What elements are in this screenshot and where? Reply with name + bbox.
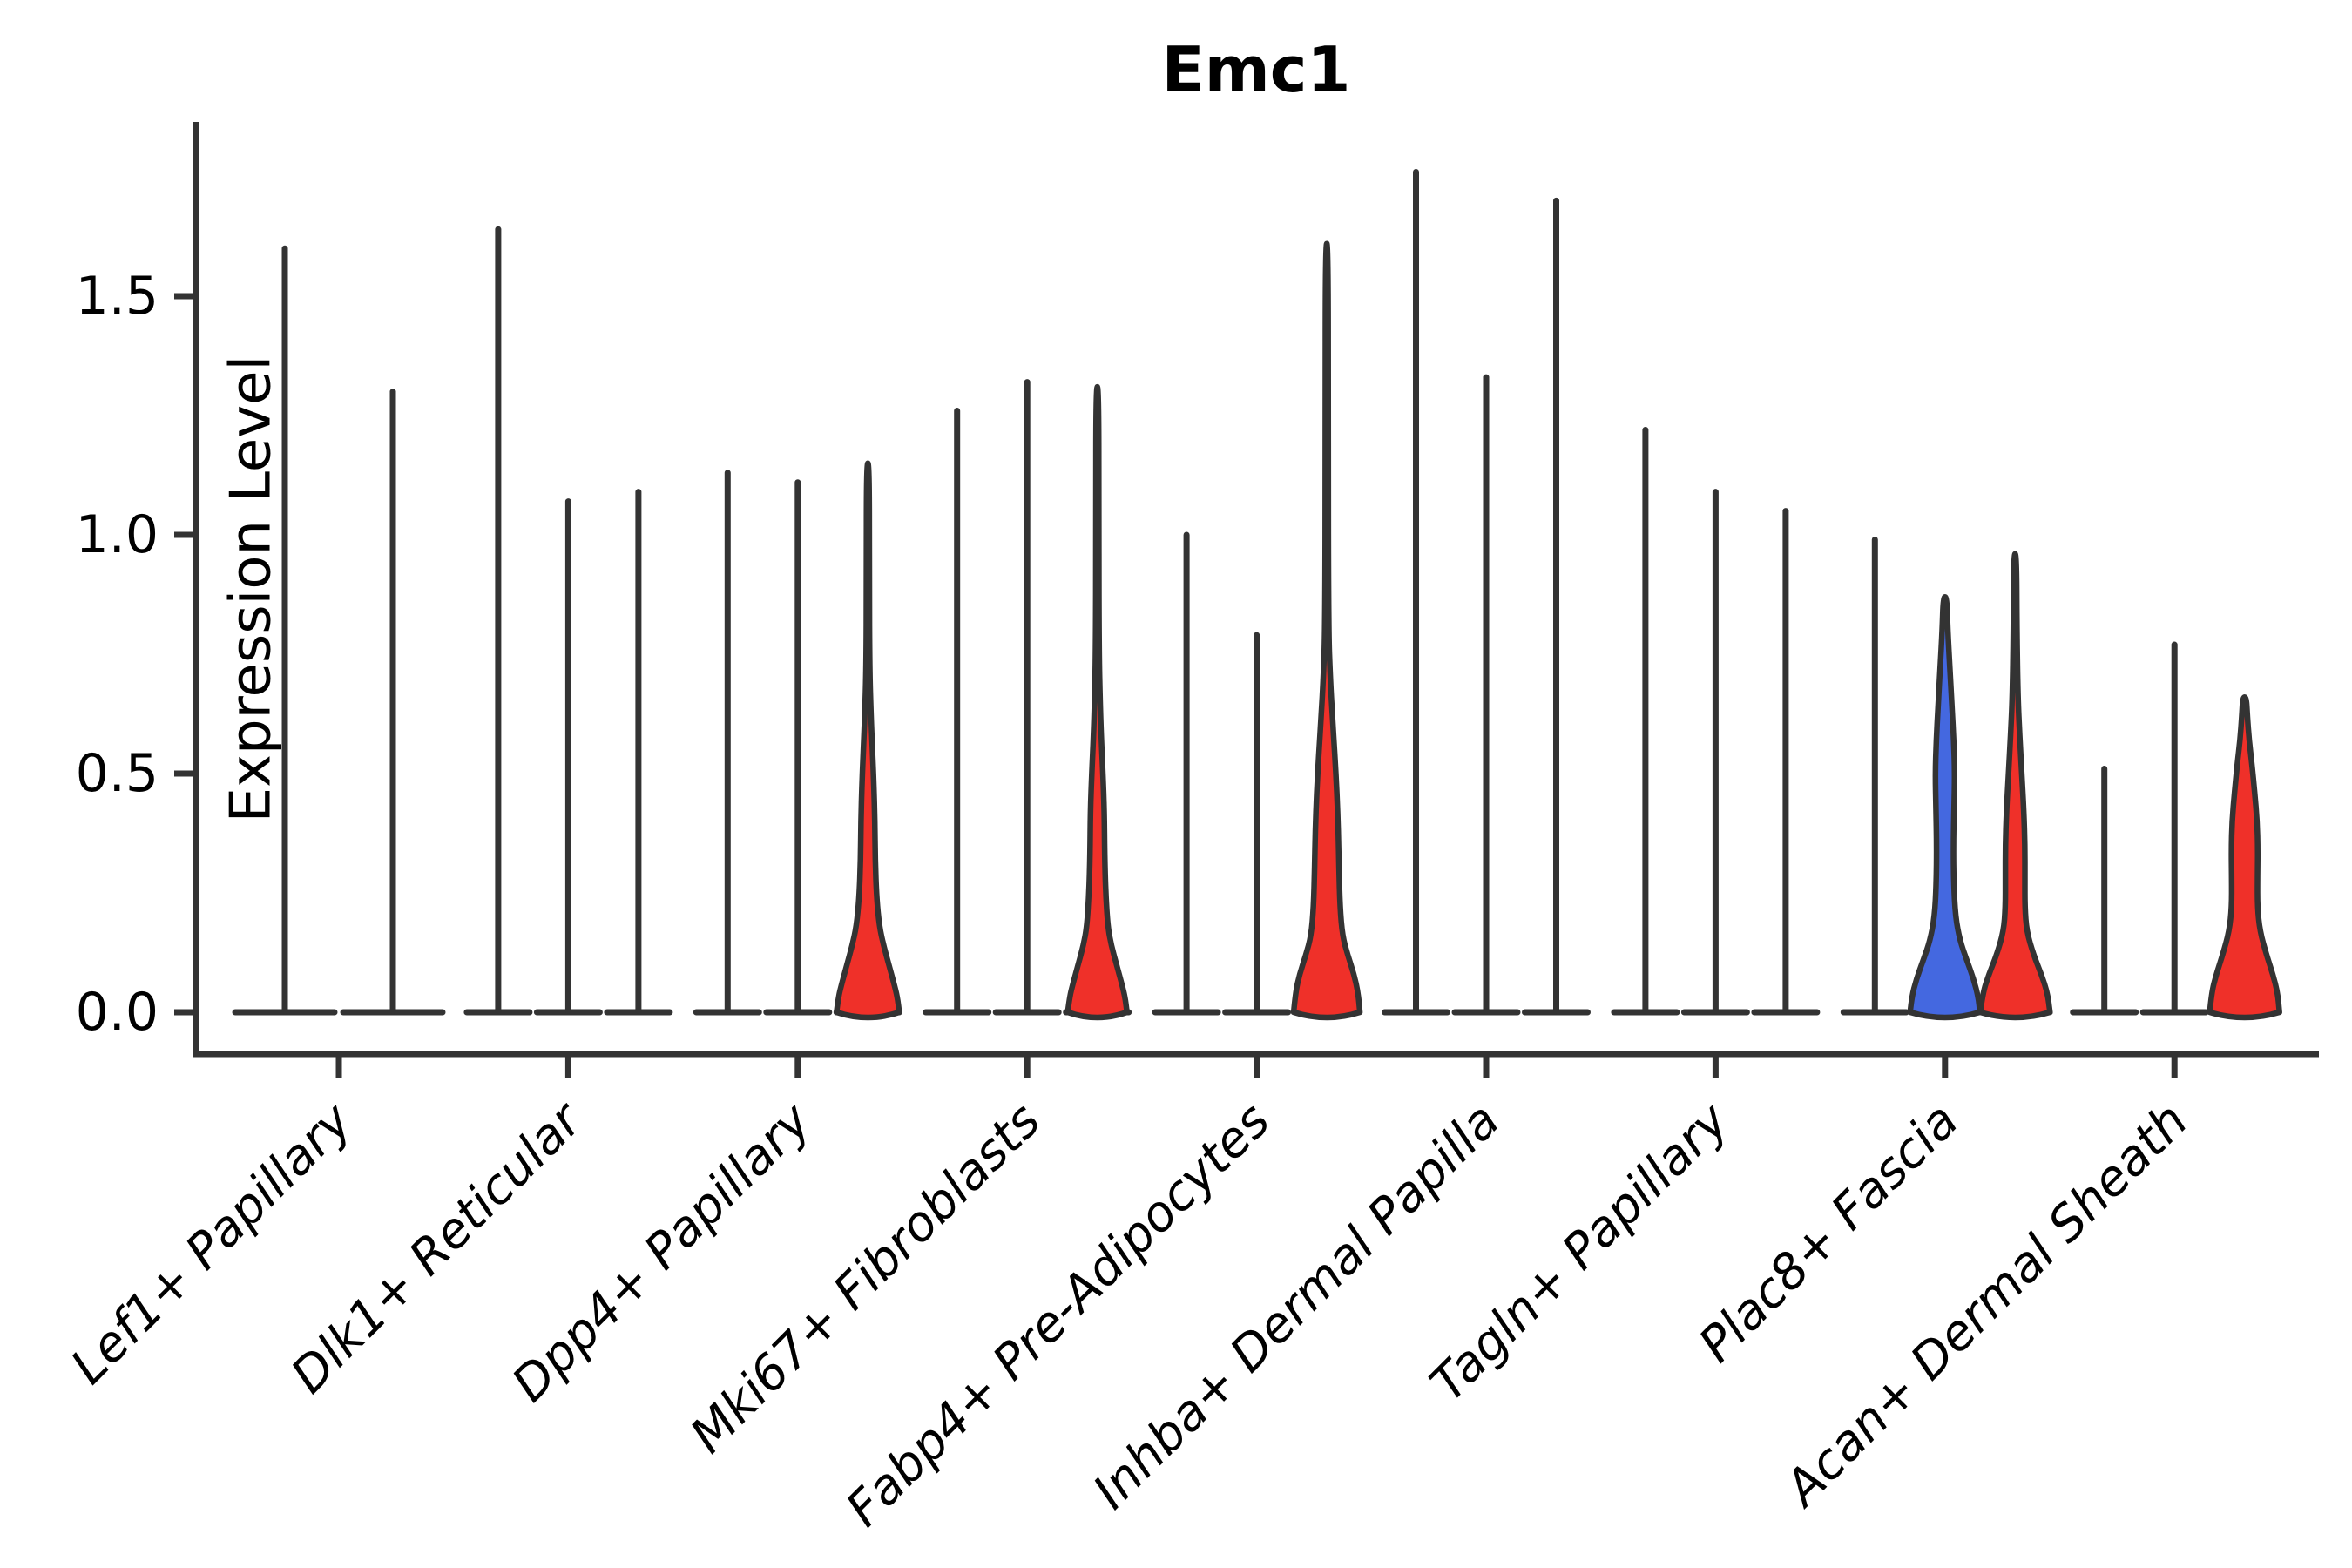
violin-body-blue bbox=[1907, 593, 1984, 1021]
x-category-label: Acan+ Dermal Sheath bbox=[1773, 1092, 2199, 1518]
x-category-label: Inhba+ Dermal Papilla bbox=[1083, 1092, 1511, 1520]
x-category-label: Fabp4+ Pre-Adipocytes bbox=[835, 1092, 1281, 1538]
violin-body-red bbox=[834, 460, 902, 1021]
violin-body-red bbox=[1064, 383, 1130, 1021]
y-tick-label: 0.0 bbox=[76, 982, 159, 1043]
y-tick-label: 0.5 bbox=[76, 743, 159, 804]
violin-body-red bbox=[1290, 240, 1363, 1021]
violin-body-red bbox=[1977, 551, 2053, 1021]
chart-title: Emc1 bbox=[1161, 33, 1351, 106]
violin-body-red bbox=[2207, 694, 2282, 1021]
y-tick-label: 1.0 bbox=[76, 504, 159, 565]
y-tick-label: 1.5 bbox=[76, 266, 159, 327]
